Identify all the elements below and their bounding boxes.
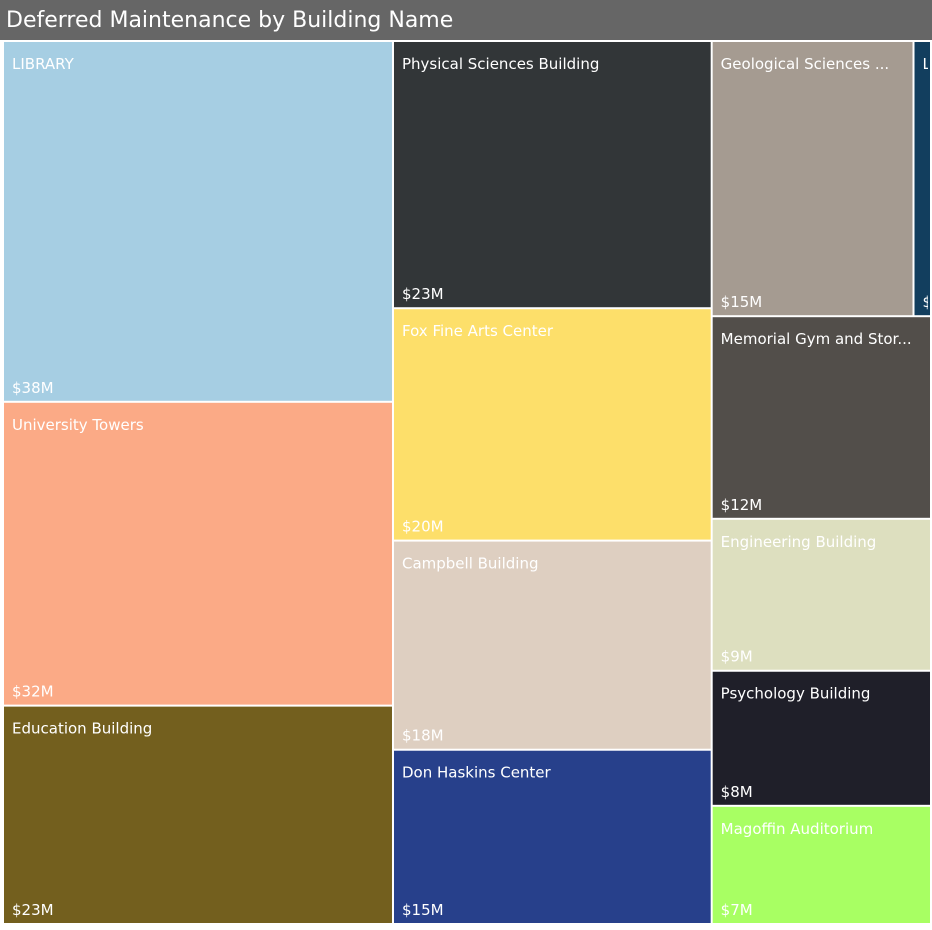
tile-value: $12M	[721, 496, 763, 514]
tile-labels: Psychology Building $8M	[721, 685, 871, 801]
tile-labels: Memorial Gym and Stor... $12M	[721, 330, 912, 514]
tile-name: Psychology Building	[721, 685, 871, 703]
tile-name: LIBRARY	[12, 55, 75, 73]
tile-labels: University Towers $32M	[12, 416, 144, 701]
tile-name: Education Building	[12, 720, 152, 738]
tile-labels: Campbell Building $18M	[402, 555, 539, 745]
tile-name: Magoffin Auditorium	[721, 820, 874, 838]
tile-value: $23M	[12, 901, 54, 919]
tile-labels: Education Building $23M	[12, 720, 152, 919]
tile	[914, 42, 930, 316]
tile-name: Geological Sciences ...	[721, 55, 889, 73]
tile	[393, 541, 711, 749]
tile-value: $	[923, 293, 932, 311]
tile-name: Memorial Gym and Stor...	[721, 330, 912, 348]
tile	[712, 317, 930, 518]
tile-value: $15M	[721, 293, 763, 311]
tile	[393, 42, 711, 308]
tile-labels: L$	[923, 55, 932, 311]
tile-name: Don Haskins Center	[402, 764, 552, 782]
tile-value: $32M	[12, 683, 54, 701]
tile-value: $20M	[402, 518, 444, 536]
tile-name: Engineering Building	[721, 533, 877, 551]
tile-value: $15M	[402, 901, 444, 919]
tile	[712, 671, 930, 805]
chart-title: Deferred Maintenance by Building Name	[6, 8, 453, 33]
tile-value: $18M	[402, 727, 444, 745]
tile-value: $9M	[721, 648, 753, 666]
tile	[393, 309, 711, 540]
tile	[712, 42, 913, 316]
tile	[4, 706, 392, 923]
tile-labels: Geological Sciences ... $15M	[721, 55, 889, 311]
tile	[4, 42, 392, 401]
tile-labels: Engineering Building $9M	[721, 533, 877, 666]
tile-value: $7M	[721, 901, 753, 919]
tile-labels: Fox Fine Arts Center $20M	[402, 322, 554, 535]
tile-labels: Magoffin Auditorium $7M	[721, 820, 874, 919]
tile-value: $23M	[402, 285, 444, 303]
title-bar	[0, 0, 932, 40]
tile	[712, 806, 930, 923]
tile-value: $38M	[12, 379, 54, 397]
tile	[4, 402, 392, 705]
tile-name: Physical Sciences Building	[402, 55, 599, 73]
tile	[712, 519, 930, 670]
tile-name: Campbell Building	[402, 555, 539, 573]
tile-name: Fox Fine Arts Center	[402, 322, 554, 340]
tile-value: $8M	[721, 783, 753, 801]
tile-name: University Towers	[12, 416, 144, 434]
tile-labels: Don Haskins Center $15M	[402, 764, 552, 919]
tile-labels: Physical Sciences Building $23M	[402, 55, 599, 303]
tile-name: L	[923, 55, 932, 73]
tile-labels: LIBRARY $38M	[12, 55, 75, 397]
tile	[393, 750, 711, 923]
